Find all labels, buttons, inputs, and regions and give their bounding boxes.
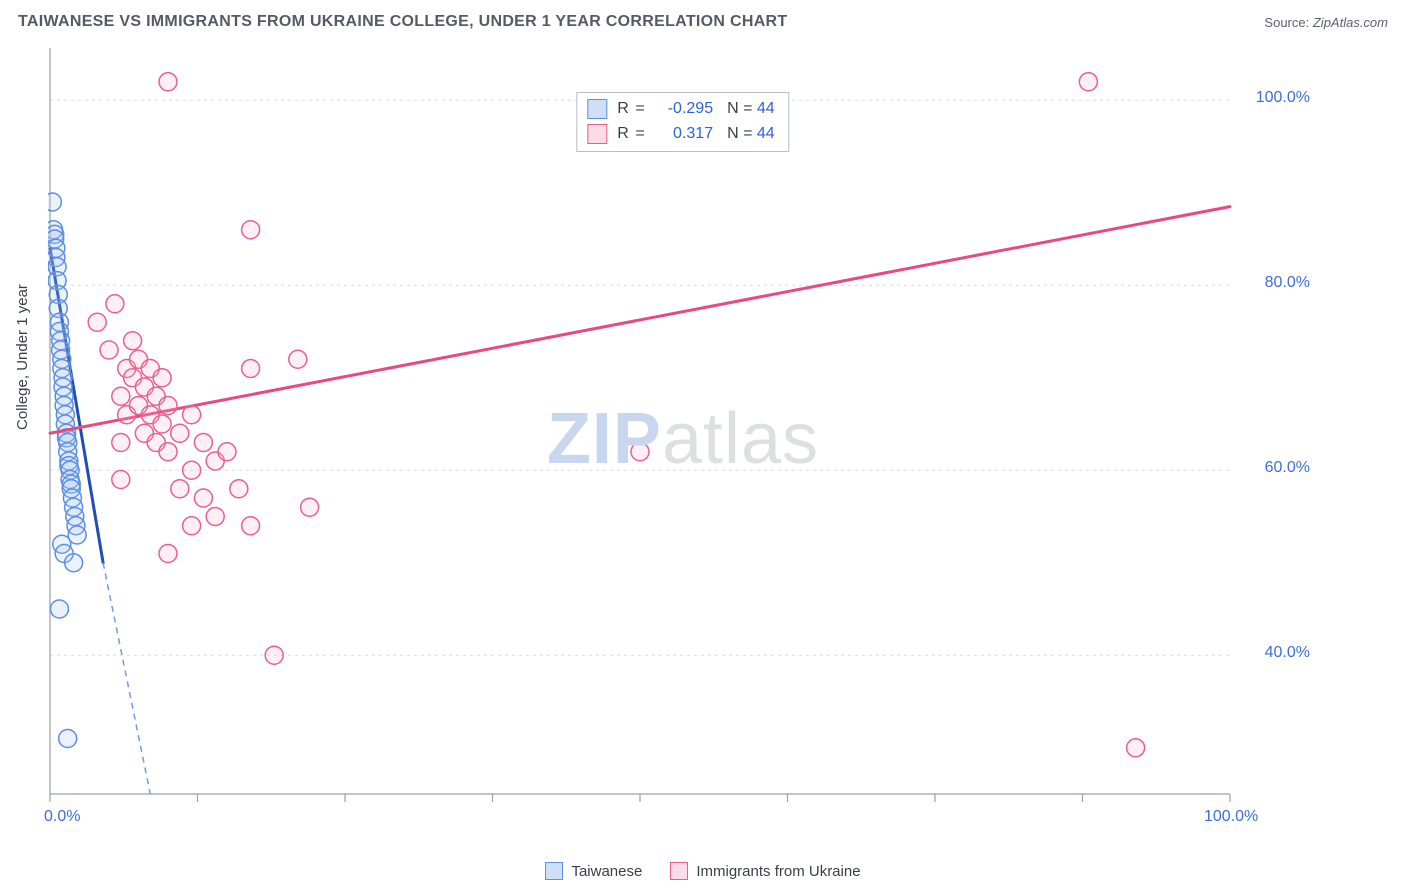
legend-item: Taiwanese — [545, 862, 642, 880]
series-legend: Taiwanese Immigrants from Ukraine — [0, 862, 1406, 880]
y-tick-label: 100.0% — [1256, 89, 1310, 107]
legend-stat-row: R = 0.317N = 44 — [587, 122, 774, 147]
legend-label: Taiwanese — [571, 863, 642, 880]
legend-swatch — [545, 862, 563, 880]
legend-item: Immigrants from Ukraine — [670, 862, 860, 880]
legend-swatch — [587, 124, 607, 144]
legend-label: Immigrants from Ukraine — [696, 863, 860, 880]
plot-area: ZIPatlas R = -0.295N = 44R = 0.317N = 44… — [48, 44, 1318, 834]
source-attribution: Source: ZipAtlas.com — [1264, 15, 1388, 30]
chart-svg — [48, 44, 1318, 834]
x-tick-max: 100.0% — [1204, 808, 1258, 826]
legend-swatch — [670, 862, 688, 880]
y-tick-label: 80.0% — [1265, 274, 1310, 292]
y-tick-label: 60.0% — [1265, 459, 1310, 477]
y-axis-label: College, Under 1 year — [14, 284, 31, 430]
chart-title: TAIWANESE VS IMMIGRANTS FROM UKRAINE COL… — [18, 13, 788, 31]
legend-stat-row: R = -0.295N = 44 — [587, 97, 774, 122]
y-tick-label: 40.0% — [1265, 644, 1310, 662]
source-value: ZipAtlas.com — [1313, 15, 1388, 30]
source-label: Source: — [1264, 15, 1309, 30]
x-tick-min: 0.0% — [44, 808, 80, 826]
legend-swatch — [587, 99, 607, 119]
correlation-legend: R = -0.295N = 44R = 0.317N = 44 — [576, 92, 789, 152]
